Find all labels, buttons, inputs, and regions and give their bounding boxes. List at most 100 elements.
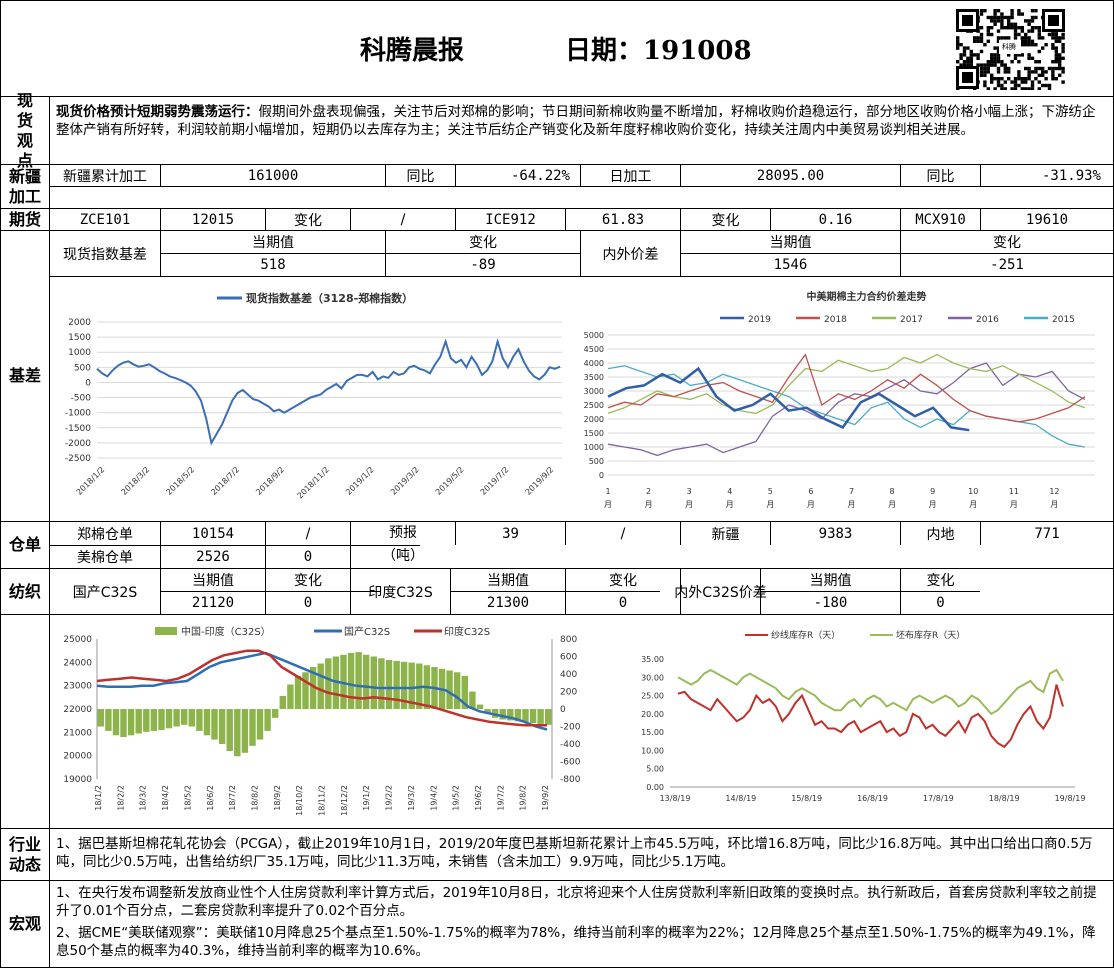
qr-finder-eye bbox=[962, 15, 973, 26]
x-tick-label: 2018/5/2 bbox=[164, 465, 196, 497]
qr-module bbox=[979, 36, 984, 40]
y-left-tick-label: 21000 bbox=[63, 728, 92, 738]
qr-module bbox=[1027, 29, 1031, 33]
qr-module bbox=[1051, 77, 1055, 81]
qr-module bbox=[1054, 60, 1058, 64]
india-cur-header: 当期值 bbox=[487, 573, 529, 589]
qr-module bbox=[990, 32, 994, 37]
qr-module bbox=[1054, 53, 1058, 57]
qr-module bbox=[1020, 43, 1024, 47]
domestic-c32s-label: 国产C32S bbox=[72, 584, 138, 601]
qr-module bbox=[986, 26, 990, 30]
y-right-tick-label: -600 bbox=[560, 758, 581, 768]
qr-module bbox=[979, 73, 984, 77]
qr-module bbox=[996, 36, 1001, 40]
y-right-tick-label: 200 bbox=[560, 688, 577, 698]
mcx-contract: MCX910 bbox=[915, 211, 966, 228]
qr-module bbox=[966, 46, 970, 50]
bar-spread bbox=[309, 667, 317, 709]
qr-module bbox=[1000, 22, 1004, 26]
date-label: 日期： bbox=[565, 36, 644, 66]
qr-module bbox=[1037, 49, 1041, 54]
qr-module bbox=[1007, 22, 1011, 26]
us-receipt-label: 美棉仓单 bbox=[77, 550, 133, 566]
qr-module bbox=[976, 56, 980, 60]
qr-module bbox=[993, 22, 997, 26]
qr-module bbox=[993, 12, 997, 16]
qr-module bbox=[1007, 77, 1011, 81]
qr-module bbox=[976, 63, 980, 67]
qr-module bbox=[1051, 60, 1055, 64]
x-tick-label: 4 bbox=[727, 487, 732, 496]
qr-module bbox=[990, 26, 994, 30]
bar-spread bbox=[165, 709, 173, 729]
legend-label-fabric: 坯布库存R（天） bbox=[896, 629, 965, 641]
qr-module bbox=[1054, 39, 1058, 43]
legend-label-yarn: 纱线库存R（天） bbox=[771, 629, 840, 641]
qr-module bbox=[1000, 60, 1004, 64]
y-tick-label: 0.00 bbox=[646, 783, 664, 792]
qr-module bbox=[1020, 53, 1024, 57]
qr-module bbox=[1037, 73, 1041, 77]
bar-spread bbox=[302, 672, 309, 710]
x-tick-label: 8 bbox=[890, 487, 895, 496]
qr-module bbox=[1000, 36, 1004, 40]
y-tick-label: -500 bbox=[71, 394, 92, 404]
qr-module bbox=[1044, 77, 1048, 81]
bar-spread bbox=[112, 709, 120, 736]
spot-basis-chart: 现货指数基差（3128-郑棉指数） 2000 1500 1000 500 0 -500 -10… bbox=[65, 291, 562, 500]
bar-spread bbox=[218, 709, 226, 744]
series-line-2018 bbox=[607, 353, 1086, 423]
bar-spread bbox=[226, 709, 233, 751]
bar-spread bbox=[317, 663, 324, 709]
x-tick-label: 11 bbox=[1009, 487, 1019, 496]
x-tick-label: 2018/11/2 bbox=[296, 465, 331, 500]
qr-module bbox=[1041, 46, 1045, 50]
spot-index-basis-label: 现货指数基差 bbox=[63, 246, 147, 263]
qr-module bbox=[990, 60, 994, 64]
qr-module bbox=[1030, 83, 1035, 88]
qr-module bbox=[1058, 53, 1062, 57]
x-tick-label: 19/7/2 bbox=[496, 785, 505, 811]
qr-module bbox=[1027, 43, 1031, 47]
qr-module bbox=[1020, 39, 1024, 43]
x-tick-label: 18/2/2 bbox=[116, 785, 125, 811]
qr-module bbox=[1034, 43, 1038, 47]
y-tick-label: 2000 bbox=[584, 415, 604, 424]
x-tick-label: 19/1/2 bbox=[362, 785, 371, 811]
qr-module bbox=[1061, 56, 1065, 60]
qr-module bbox=[959, 63, 963, 67]
qr-module bbox=[1051, 46, 1055, 50]
x-tick-label: 2019/7/2 bbox=[479, 465, 511, 497]
india-chg-header: 变化 bbox=[609, 573, 637, 589]
y-left-tick-label: 19000 bbox=[63, 775, 92, 785]
y-tick-label: 35.00 bbox=[641, 655, 664, 664]
qr-caption: 科腾 bbox=[1001, 42, 1017, 52]
qr-module bbox=[969, 63, 973, 67]
x-tick-label: 6 bbox=[808, 487, 813, 496]
qr-module bbox=[1003, 87, 1007, 91]
qr-module bbox=[1051, 36, 1055, 40]
x-tick-label: 18/7/2 bbox=[228, 785, 237, 811]
qr-module bbox=[1007, 15, 1011, 20]
qr-module bbox=[1027, 66, 1031, 71]
y-tick-label: 0 bbox=[85, 378, 91, 388]
qr-module bbox=[996, 49, 1001, 54]
y-right-tick-label: -400 bbox=[560, 740, 581, 750]
c32s-price-chart: 中国-印度（C32S） 国产C32S 印度C32S 25000 24000 23000 22… bbox=[63, 625, 581, 816]
x-tick-unit: 月 bbox=[929, 500, 937, 509]
qr-module bbox=[1007, 66, 1011, 71]
legend-label-2019: 2019 bbox=[748, 315, 771, 325]
futures-label: 期货 bbox=[8, 209, 41, 229]
x-tick-unit: 月 bbox=[1050, 500, 1058, 509]
qr-module bbox=[1013, 53, 1018, 57]
xj-yoy-value: -64.22% bbox=[510, 167, 570, 184]
domestic-cur-header: 当期值 bbox=[192, 573, 234, 589]
x-tick-label: 18/11/2 bbox=[318, 785, 327, 816]
qr-module bbox=[1013, 83, 1018, 88]
qr-module bbox=[962, 60, 967, 64]
qr-module bbox=[1017, 9, 1021, 13]
qr-module bbox=[1027, 77, 1031, 81]
forecast-unit: （吨） bbox=[382, 548, 424, 564]
qr-module bbox=[1000, 12, 1004, 16]
